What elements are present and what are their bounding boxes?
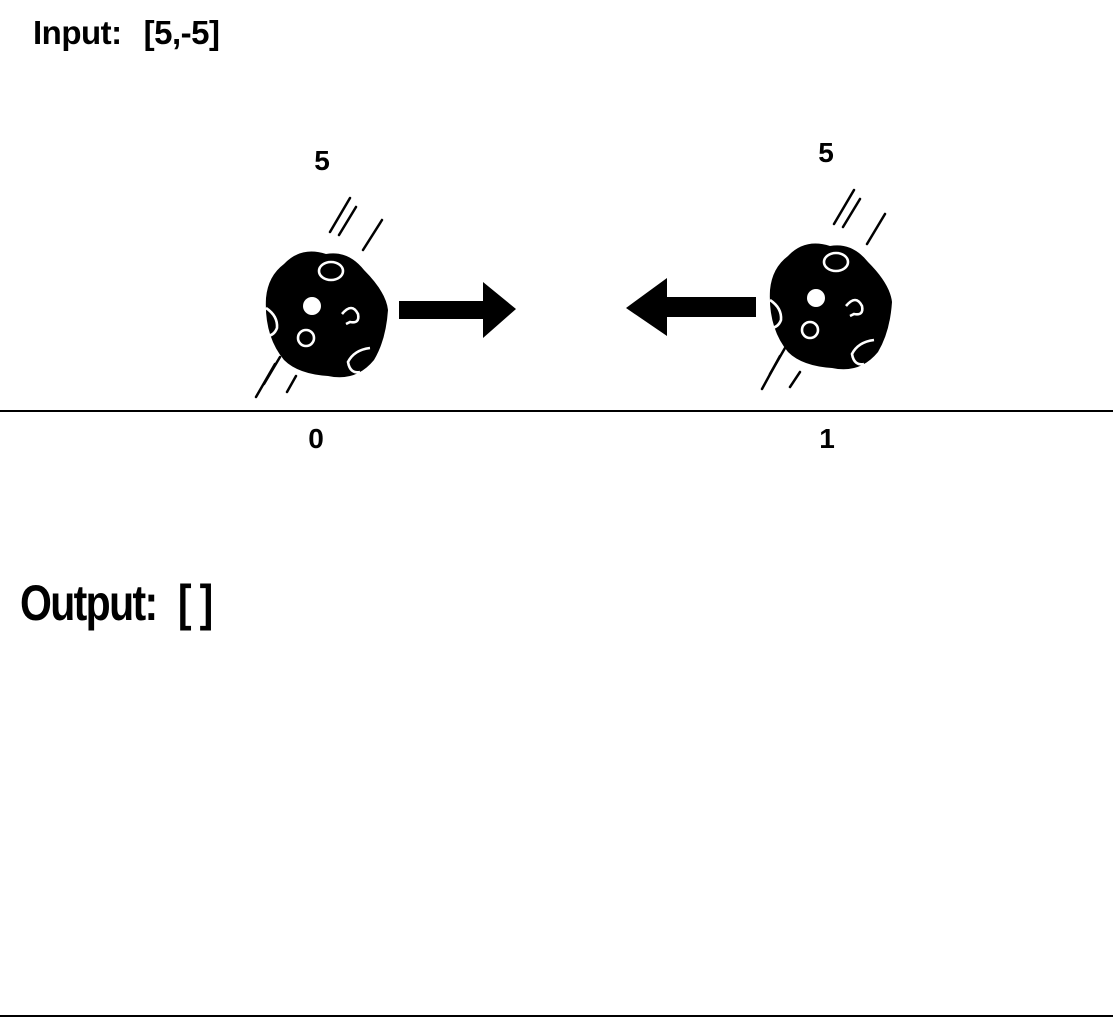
asteroid-1 bbox=[626, 188, 892, 391]
bottom-divider bbox=[0, 1015, 1113, 1017]
arrow-right-icon bbox=[399, 282, 516, 338]
speed-streaks-top bbox=[832, 188, 887, 246]
asteroid-craters bbox=[769, 251, 875, 366]
input-label: Input: bbox=[33, 14, 122, 51]
asteroid-craters bbox=[265, 260, 371, 374]
speed-streaks-top bbox=[328, 196, 384, 252]
asteroid-icon bbox=[760, 188, 892, 391]
asteroid-0-index: 0 bbox=[308, 423, 324, 454]
asteroid-1-index: 1 bbox=[819, 423, 835, 454]
asteroid-0-value: 5 bbox=[314, 145, 330, 176]
output-label: Output: bbox=[20, 575, 158, 631]
asteroid-0 bbox=[254, 196, 516, 399]
asteroid-icon bbox=[254, 196, 388, 399]
speed-streaks-bottom bbox=[254, 355, 298, 399]
asteroid-body bbox=[265, 251, 388, 378]
input-value: [5,-5] bbox=[143, 14, 220, 51]
asteroid-crater-filled bbox=[303, 297, 321, 315]
asteroid-crater-filled bbox=[807, 289, 825, 307]
input-line: Input: [5,-5] bbox=[33, 14, 220, 52]
output-line: Output: [ ] bbox=[20, 574, 213, 632]
arrow-left-icon bbox=[626, 278, 756, 336]
asteroid-1-value: 5 bbox=[818, 137, 834, 168]
output-value: [ ] bbox=[177, 575, 213, 631]
speed-streaks-bottom bbox=[760, 346, 802, 391]
number-line bbox=[0, 410, 1113, 412]
asteroid-body bbox=[769, 243, 892, 370]
